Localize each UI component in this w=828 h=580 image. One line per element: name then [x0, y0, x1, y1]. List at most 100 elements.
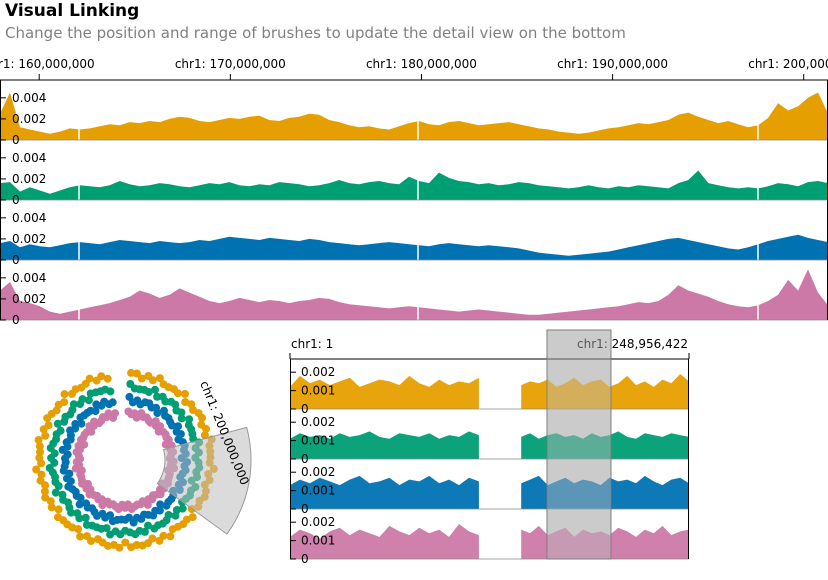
series-1-point: [173, 389, 182, 398]
detail-y-tick-label: 0.002: [301, 465, 335, 479]
series-1-point: [37, 470, 46, 479]
series-1-point: [166, 532, 175, 541]
series-1-point: [60, 398, 69, 407]
series-1-point: [34, 436, 43, 444]
detail-brush-overlay[interactable]: [546, 329, 612, 560]
series-2-point: [177, 408, 186, 417]
x-tick-label-4: chr1: 200,000,000: [748, 57, 828, 71]
series-1-point: [36, 476, 45, 485]
series-1-point: [41, 431, 50, 440]
circular-brush[interactable]: [156, 426, 252, 535]
series-3-point: [75, 500, 84, 509]
series-4-point: [84, 479, 92, 488]
series-4-point: [98, 501, 107, 510]
series-1-point: [44, 421, 53, 430]
detail-y-tick-label: 0: [301, 452, 309, 466]
series-1-point: [85, 374, 94, 383]
series-3-point: [108, 517, 117, 526]
series-2-point: [151, 385, 159, 394]
y-tick-label: 0: [12, 193, 20, 207]
series-2-point: [81, 513, 90, 522]
series-3-point: [77, 419, 86, 428]
detail-x-tick-label-0: chr1: 1: [291, 337, 333, 351]
series-1-point: [148, 376, 157, 385]
detail-series-4-area-right: [521, 525, 689, 559]
series-1-point: [103, 374, 112, 383]
detail-y-tick-label: 0.001: [301, 384, 335, 398]
series-2-point: [82, 520, 91, 529]
series-1-point: [155, 374, 164, 383]
series-2-point: [45, 464, 54, 472]
series-2-point: [84, 396, 93, 405]
series-3-point: [71, 419, 80, 428]
overview-linear-track[interactable]: chr1: 160,000,000 chr1: 170,000,000 chr1: …: [0, 57, 828, 327]
detail-y-tick-label: 0: [301, 502, 309, 516]
circular-track[interactable]: chr1: 200,000,000: [32, 368, 252, 552]
detail-linear-track[interactable]: chr1: 1 chr1: 248,956,42200.0010.00200.00…: [289, 329, 690, 566]
detail-y-tick-label: 0.002: [301, 415, 335, 429]
series-2-point: [171, 511, 180, 520]
series-4-point: [111, 409, 120, 418]
series-2-point: [161, 397, 170, 406]
detail-y-tick-label: 0.002: [301, 515, 335, 529]
series-3-point: [108, 398, 117, 407]
detail-y-tick-label: 0: [301, 552, 309, 566]
series-2-point: [56, 426, 65, 435]
y-tick-label: 0.002: [12, 292, 46, 306]
series-1-point: [200, 431, 209, 440]
series-1-point: [181, 389, 189, 398]
series-1-point: [97, 372, 106, 381]
series-1-point: [40, 487, 49, 496]
series-1-point: [109, 540, 118, 549]
series-1-area: [0, 92, 828, 140]
y-tick-label: 0: [12, 313, 20, 327]
series-3-point: [91, 407, 100, 416]
detail-y-tick-label: 0.001: [301, 484, 335, 498]
x-tick-label-2: chr1: 180,000,000: [366, 57, 477, 71]
series-3-point: [63, 450, 72, 459]
x-tick-label-0: chr1: 160,000,000: [0, 57, 95, 71]
series-2-point: [177, 414, 186, 423]
series-1-point: [168, 525, 177, 534]
series-2-point: [51, 488, 60, 497]
detail-y-tick-label: 0.001: [301, 434, 335, 448]
series-2-point: [73, 509, 82, 518]
series-1-point: [198, 413, 206, 422]
series-1-point: [54, 505, 63, 514]
series-2-point: [185, 415, 194, 424]
detail-series-1-area-left: [290, 375, 479, 409]
series-1-point: [76, 532, 85, 541]
series-3-area: [0, 234, 828, 260]
y-tick-label: 0: [12, 253, 20, 267]
y-tick-label: 0.002: [12, 232, 46, 246]
y-tick-label: 0.004: [12, 211, 46, 225]
series-1-point: [32, 465, 41, 474]
series-1-point: [121, 538, 130, 547]
series-2-point: [144, 521, 152, 530]
series-1-point: [60, 390, 69, 399]
series-2-point: [58, 490, 67, 499]
series-2-point: [153, 392, 162, 401]
y-tick-label: 0: [12, 133, 20, 147]
detail-y-tick-label: 0: [301, 402, 309, 416]
series-1-point: [137, 374, 146, 383]
y-tick-label: 0.002: [12, 112, 46, 126]
series-2-point: [78, 395, 87, 404]
series-2-area: [0, 170, 828, 200]
series-1-point: [138, 541, 147, 550]
detail-series-3-area-right: [521, 475, 689, 509]
detail-series-4-area-left: [290, 524, 479, 559]
series-2-point: [106, 530, 115, 539]
x-tick-label-3: chr1: 190,000,000: [557, 57, 668, 71]
series-2-point: [144, 388, 153, 396]
detail-x-tick-label-1: chr1: 248,956,422: [577, 337, 688, 351]
series-1-point: [127, 368, 136, 377]
series-2-point: [106, 387, 115, 396]
detail-series-3-area-left: [290, 475, 479, 509]
series-3-point: [168, 421, 176, 430]
series-2-point: [69, 400, 78, 409]
y-tick-label: 0.002: [12, 172, 46, 186]
series-1-point: [202, 424, 210, 433]
detail-y-tick-label: 0.002: [301, 365, 335, 379]
